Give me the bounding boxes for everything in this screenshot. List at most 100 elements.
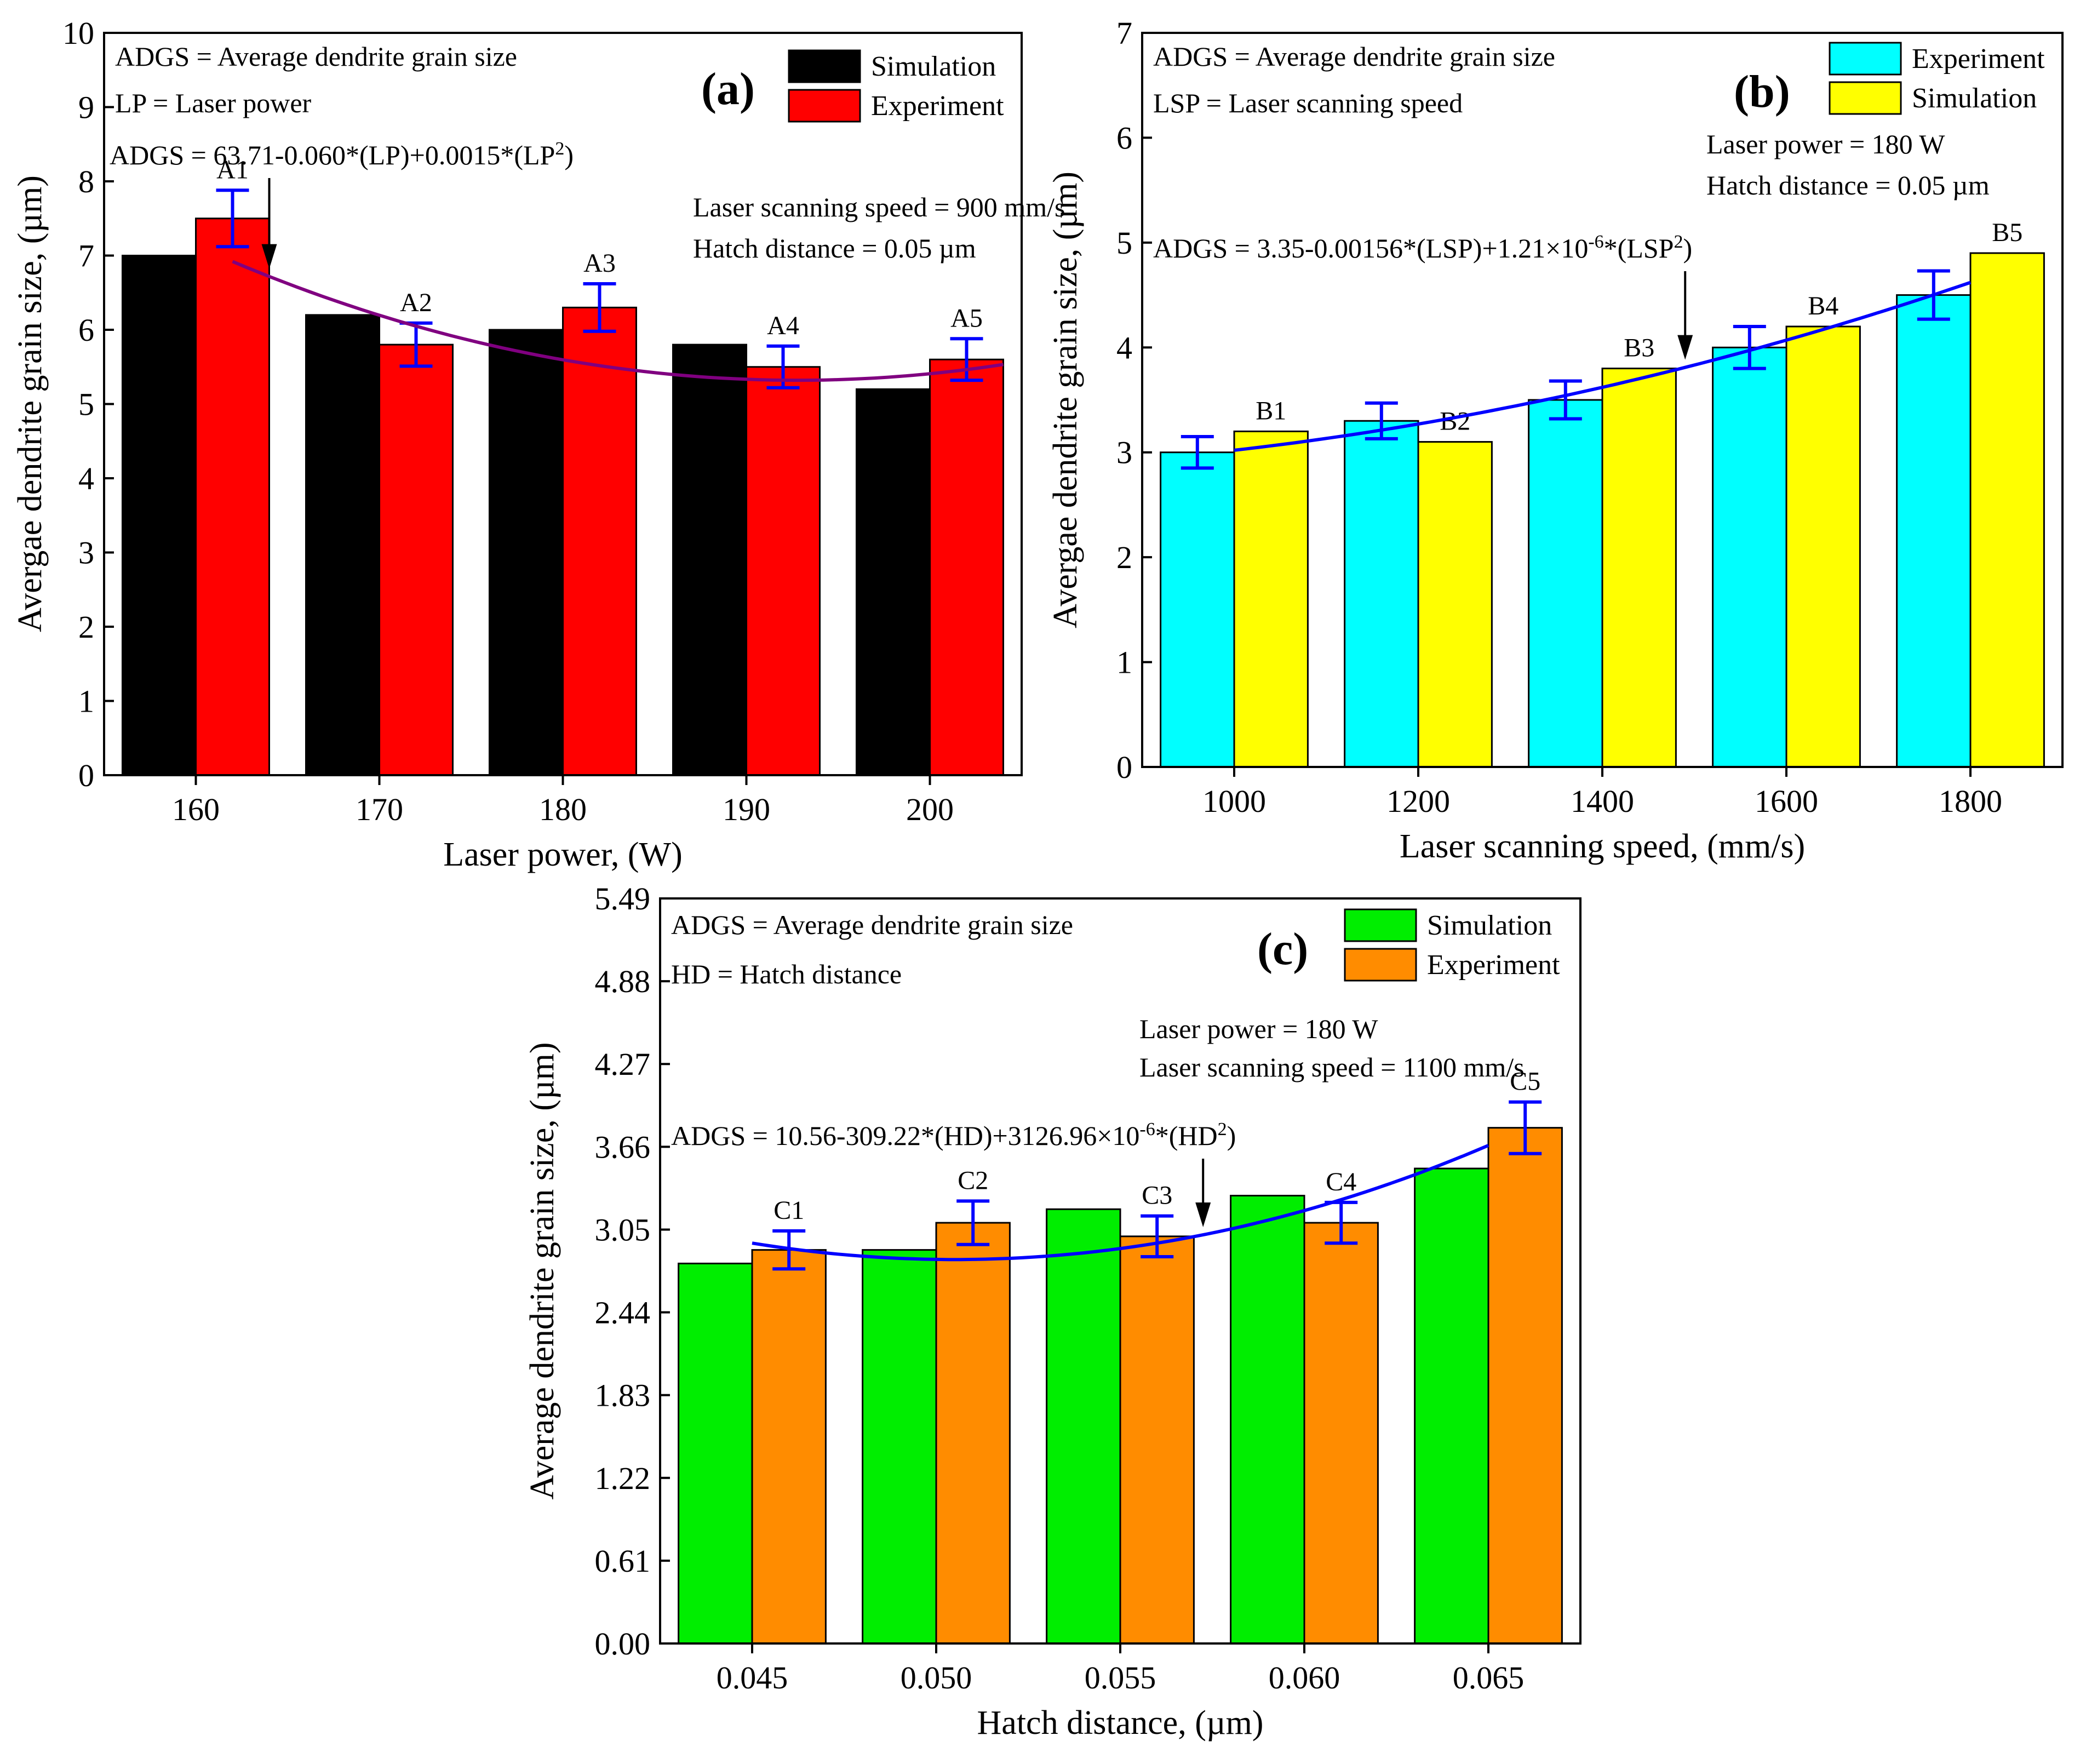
x-tick-label-c: 0.065	[1453, 1660, 1525, 1696]
equation-part: ADGS = 10.56-309.22*(HD)+3126.96×10	[671, 1120, 1139, 1151]
bar-c-simulation-0.060	[1230, 1195, 1305, 1645]
bar-b-simulation-1200	[1417, 441, 1493, 768]
error-bar-b-1400	[1549, 379, 1582, 421]
x-tick-label-b: 1600	[1755, 783, 1818, 819]
bar-b-experiment-1200	[1344, 420, 1419, 768]
y-tick-label-a: 4	[78, 461, 94, 496]
bar-label-A2: A2	[400, 288, 432, 317]
legend-label-c-experiment: Experiment	[1427, 949, 1560, 981]
y-tick-label-b: 4	[1116, 330, 1132, 365]
bar-b-experiment-1800	[1896, 294, 1972, 768]
x-tick-label-c: 0.045	[717, 1660, 788, 1696]
legend-label-b-experiment: Experiment	[1912, 43, 2045, 75]
note-definition-c: HD = Hatch distance	[671, 959, 902, 989]
y-tick-label-a: 2	[78, 609, 94, 645]
equation-part: )	[1683, 233, 1692, 264]
y-tick-label-b: 7	[1116, 15, 1132, 51]
error-bar-a-200	[950, 337, 983, 382]
x-tick-label-c: 0.050	[901, 1660, 972, 1696]
bar-a-experiment-190	[746, 366, 821, 776]
panel-label-b: (b)	[1734, 66, 1790, 117]
bar-b-simulation-1400	[1601, 368, 1677, 768]
bar-a-simulation-170	[305, 314, 380, 776]
error-bar-b-1000	[1181, 435, 1214, 470]
bar-c-simulation-0.065	[1414, 1167, 1489, 1645]
fit-curve-c	[752, 1144, 1489, 1262]
x-tick-label-c: 0.055	[1085, 1660, 1156, 1696]
fit-equation-b: ADGS = 3.35-0.00156*(LSP)+1.21×10-6*(LSP…	[1153, 232, 1692, 264]
note-definition-a: LP = Laser power	[115, 88, 312, 118]
bar-label-C2: C2	[958, 1166, 988, 1195]
error-bar-b-1200	[1365, 401, 1398, 440]
legend-swatch-b-simulation	[1829, 81, 1902, 115]
fit-curve-a	[232, 260, 1004, 382]
legend-swatch-c-simulation	[1344, 908, 1417, 942]
chart-panel-a: A1 A2 A3 A4 A5 0 1 2 3 4 5 6 7 8 9 10 160 170 180 190 200 Las…	[12, 15, 1065, 873]
note-condition-2-c: Laser scanning speed = 1100 mm/s	[1139, 1052, 1525, 1083]
note-definition-adgs-c: ADGS = Average dendrite grain size	[671, 909, 1073, 940]
bar-label-B3: B3	[1624, 334, 1654, 363]
y-tick-label-a: 3	[78, 535, 94, 571]
y-tick-label-b: 0	[1116, 749, 1132, 785]
bar-b-simulation-1800	[1969, 252, 2045, 768]
bar-b-simulation-1600	[1785, 325, 1861, 768]
bar-c-experiment-0.065	[1487, 1127, 1563, 1645]
y-tick-label-c: 5.49	[595, 881, 651, 917]
note-condition-1-b: Laser power = 180 W	[1706, 129, 1945, 159]
fit-equation-c: ADGS = 10.56-309.22*(HD)+3126.96×10-6*(H…	[671, 1119, 1236, 1152]
bar-c-experiment-0.060	[1303, 1222, 1379, 1645]
bar-a-experiment-170	[379, 343, 454, 776]
legend-swatch-b-experiment	[1829, 42, 1902, 76]
note-condition-1-a: Laser scanning speed = 900 mm/s	[693, 192, 1065, 222]
equation-arrowhead-b	[1677, 335, 1693, 360]
y-tick-label-a: 0	[78, 758, 94, 793]
x-tick-label-a: 200	[906, 792, 954, 827]
note-condition-2-a: Hatch distance = 0.05 µm	[693, 233, 976, 264]
fit-curve-b	[1234, 280, 1971, 452]
equation-part: *(HD	[1155, 1120, 1218, 1151]
x-tick-label-b: 1800	[1939, 783, 2002, 819]
legend-label-c-simulation: Simulation	[1427, 910, 1552, 941]
bar-a-simulation-160	[122, 255, 197, 776]
bar-a-experiment-160	[195, 217, 270, 776]
note-condition-2-b: Hatch distance = 0.05 µm	[1706, 170, 1990, 201]
panel-label-a: (a)	[701, 64, 755, 114]
x-tick-label-b: 1200	[1386, 783, 1450, 819]
bar-b-experiment-1600	[1712, 346, 1787, 768]
chart-panel-b: B1 B2 B3 B4 B5 0 1 2 3 4 5 6 7 1000 1200 1400 1600 1800 La…	[1047, 15, 2064, 865]
error-bar-c-0.050	[956, 1199, 990, 1246]
y-tick-label-c: 3.66	[595, 1129, 651, 1165]
error-bar-c-0.065	[1509, 1100, 1542, 1155]
bar-a-experiment-200	[929, 358, 1004, 776]
x-tick-label-c: 0.060	[1269, 1660, 1340, 1696]
y-tick-label-b: 1	[1116, 645, 1132, 680]
y-tick-label-c: 3.05	[595, 1212, 651, 1247]
y-tick-label-a: 10	[62, 15, 94, 51]
y-tick-label-a: 6	[78, 312, 94, 348]
y-tick-label-c: 0.00	[595, 1626, 651, 1662]
y-tick-label-a: 8	[78, 164, 94, 199]
x-tick-label-a: 170	[356, 792, 403, 827]
x-tick-label-a: 160	[172, 792, 220, 827]
legend-swatch-a-simulation	[788, 49, 861, 83]
equation-superscript: 2	[555, 139, 564, 159]
error-bar-a-180	[583, 282, 616, 333]
fit-equation-a: ADGS = 63.71-0.060*(LP)+0.0015*(LP2)	[110, 139, 574, 171]
y-tick-label-b: 3	[1116, 435, 1132, 471]
x-tick-label-a: 190	[723, 792, 770, 827]
y-axis-label-c: Average dendrite grain size, (µm)	[524, 1042, 561, 1499]
bar-label-A5: A5	[950, 303, 983, 333]
y-axis-label-b: Avergae dendrite grain size, (µm)	[1047, 171, 1084, 628]
y-tick-label-b: 2	[1116, 540, 1132, 575]
bar-label-B2: B2	[1440, 407, 1470, 436]
error-bar-a-160	[216, 188, 249, 249]
y-tick-label-c: 2.44	[595, 1295, 651, 1331]
bar-b-experiment-1000	[1160, 451, 1235, 768]
bar-label-B1: B1	[1256, 396, 1286, 425]
x-axis-label-b: Laser scanning speed, (mm/s)	[1400, 828, 1805, 865]
note-condition-1-c: Laser power = 180 W	[1139, 1013, 1378, 1044]
legend-label-a-experiment: Experiment	[871, 90, 1004, 122]
equation-superscript: 2	[1218, 1119, 1227, 1139]
bar-label-C1: C1	[773, 1196, 804, 1225]
